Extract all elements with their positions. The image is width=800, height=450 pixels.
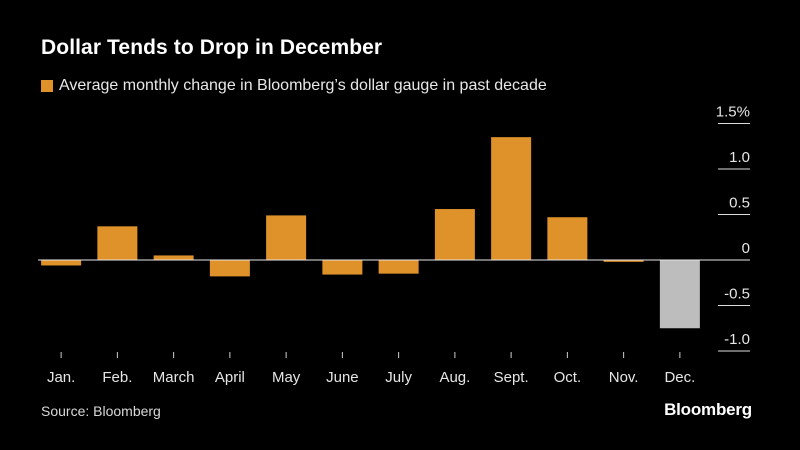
bar-may — [266, 215, 307, 260]
y-tick-label: 1.0 — [729, 149, 750, 166]
bar-nov — [603, 260, 644, 262]
bar-june — [322, 260, 363, 275]
bar-oct — [547, 217, 588, 260]
x-tick-label: April — [215, 369, 245, 386]
y-tick-label: -1.0 — [724, 331, 750, 348]
bar-april — [209, 260, 250, 277]
y-tick-label: -0.5 — [724, 286, 750, 303]
x-tick-label: Feb. — [102, 369, 132, 386]
y-tick-label: 1.5% — [716, 104, 750, 121]
x-tick-label: March — [153, 369, 195, 386]
bar-dec — [659, 260, 700, 329]
bar-aug — [434, 209, 475, 260]
legend-label: Average monthly change in Bloomberg’s do… — [59, 77, 547, 94]
x-tick-label: Oct. — [554, 369, 582, 386]
bar-march — [153, 255, 194, 260]
y-tick-label: 0 — [742, 240, 750, 257]
legend-swatch — [41, 80, 53, 92]
legend: Average monthly change in Bloomberg’s do… — [41, 77, 547, 95]
bloomberg-logo: Bloomberg — [664, 400, 752, 419]
y-tick-label: 0.5 — [729, 195, 750, 212]
bar-jan — [41, 260, 82, 266]
x-tick-label: Sept. — [494, 369, 529, 386]
x-tick-label: May — [272, 369, 301, 386]
bar-feb — [97, 226, 138, 260]
x-tick-label: Aug. — [439, 369, 470, 386]
source-note: Source: Bloomberg — [41, 403, 161, 419]
x-tick-label: July — [385, 369, 412, 386]
x-tick-label: Jan. — [47, 369, 75, 386]
chart-title: Dollar Tends to Drop in December — [41, 36, 383, 59]
bar-july — [378, 260, 419, 274]
x-tick-label: Dec. — [664, 369, 695, 386]
x-tick-label: Nov. — [609, 369, 639, 386]
bar-sept — [491, 137, 532, 260]
x-tick-label: June — [326, 369, 359, 386]
